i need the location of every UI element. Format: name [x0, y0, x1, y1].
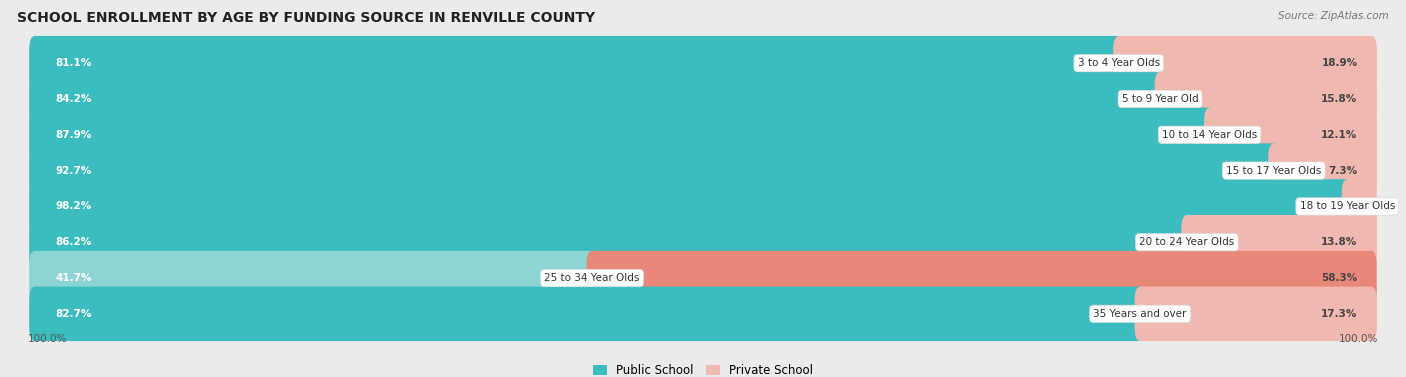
FancyBboxPatch shape — [31, 178, 1375, 234]
FancyBboxPatch shape — [30, 251, 598, 305]
Text: 100.0%: 100.0% — [1339, 334, 1378, 343]
FancyBboxPatch shape — [31, 35, 1375, 91]
Text: 13.8%: 13.8% — [1322, 237, 1358, 247]
Text: 98.2%: 98.2% — [55, 201, 91, 211]
Text: 10 to 14 Year Olds: 10 to 14 Year Olds — [1161, 130, 1257, 140]
Text: 15 to 17 Year Olds: 15 to 17 Year Olds — [1226, 166, 1322, 176]
FancyBboxPatch shape — [31, 286, 1375, 342]
Text: 12.1%: 12.1% — [1322, 130, 1358, 140]
Text: SCHOOL ENROLLMENT BY AGE BY FUNDING SOURCE IN RENVILLE COUNTY: SCHOOL ENROLLMENT BY AGE BY FUNDING SOUR… — [17, 11, 595, 25]
Text: 3 to 4 Year Olds: 3 to 4 Year Olds — [1077, 58, 1160, 68]
Text: 87.9%: 87.9% — [55, 130, 91, 140]
Text: 58.3%: 58.3% — [1322, 273, 1358, 283]
Text: 81.1%: 81.1% — [55, 58, 91, 68]
FancyBboxPatch shape — [1154, 72, 1376, 126]
Text: 35 Years and over: 35 Years and over — [1094, 309, 1187, 319]
Text: 100.0%: 100.0% — [28, 334, 67, 343]
Text: 17.3%: 17.3% — [1322, 309, 1358, 319]
FancyBboxPatch shape — [30, 215, 1192, 270]
FancyBboxPatch shape — [31, 71, 1375, 127]
FancyBboxPatch shape — [31, 250, 1375, 306]
FancyBboxPatch shape — [30, 72, 1166, 126]
Text: 15.8%: 15.8% — [1322, 94, 1358, 104]
Text: 20 to 24 Year Olds: 20 to 24 Year Olds — [1139, 237, 1234, 247]
Text: 25 to 34 Year Olds: 25 to 34 Year Olds — [544, 273, 640, 283]
Text: 41.7%: 41.7% — [55, 273, 91, 283]
FancyBboxPatch shape — [31, 143, 1375, 199]
FancyBboxPatch shape — [1341, 179, 1376, 234]
Legend: Public School, Private School: Public School, Private School — [593, 365, 813, 377]
FancyBboxPatch shape — [30, 107, 1215, 162]
FancyBboxPatch shape — [30, 143, 1279, 198]
Text: 86.2%: 86.2% — [55, 237, 91, 247]
Text: 84.2%: 84.2% — [55, 94, 91, 104]
FancyBboxPatch shape — [1135, 287, 1376, 341]
FancyBboxPatch shape — [31, 214, 1375, 270]
FancyBboxPatch shape — [1114, 36, 1376, 90]
FancyBboxPatch shape — [30, 179, 1353, 234]
Text: 82.7%: 82.7% — [55, 309, 91, 319]
Text: 18 to 19 Year Olds: 18 to 19 Year Olds — [1299, 201, 1395, 211]
FancyBboxPatch shape — [30, 36, 1125, 90]
Text: 7.3%: 7.3% — [1329, 166, 1358, 176]
FancyBboxPatch shape — [1268, 143, 1376, 198]
Text: 92.7%: 92.7% — [55, 166, 91, 176]
FancyBboxPatch shape — [586, 251, 1376, 305]
Text: 18.9%: 18.9% — [1322, 58, 1358, 68]
FancyBboxPatch shape — [31, 107, 1375, 163]
Text: 1.8%: 1.8% — [1329, 201, 1358, 211]
FancyBboxPatch shape — [1181, 215, 1376, 270]
FancyBboxPatch shape — [1204, 107, 1376, 162]
Text: 5 to 9 Year Old: 5 to 9 Year Old — [1122, 94, 1198, 104]
FancyBboxPatch shape — [30, 287, 1146, 341]
Text: Source: ZipAtlas.com: Source: ZipAtlas.com — [1278, 11, 1389, 21]
